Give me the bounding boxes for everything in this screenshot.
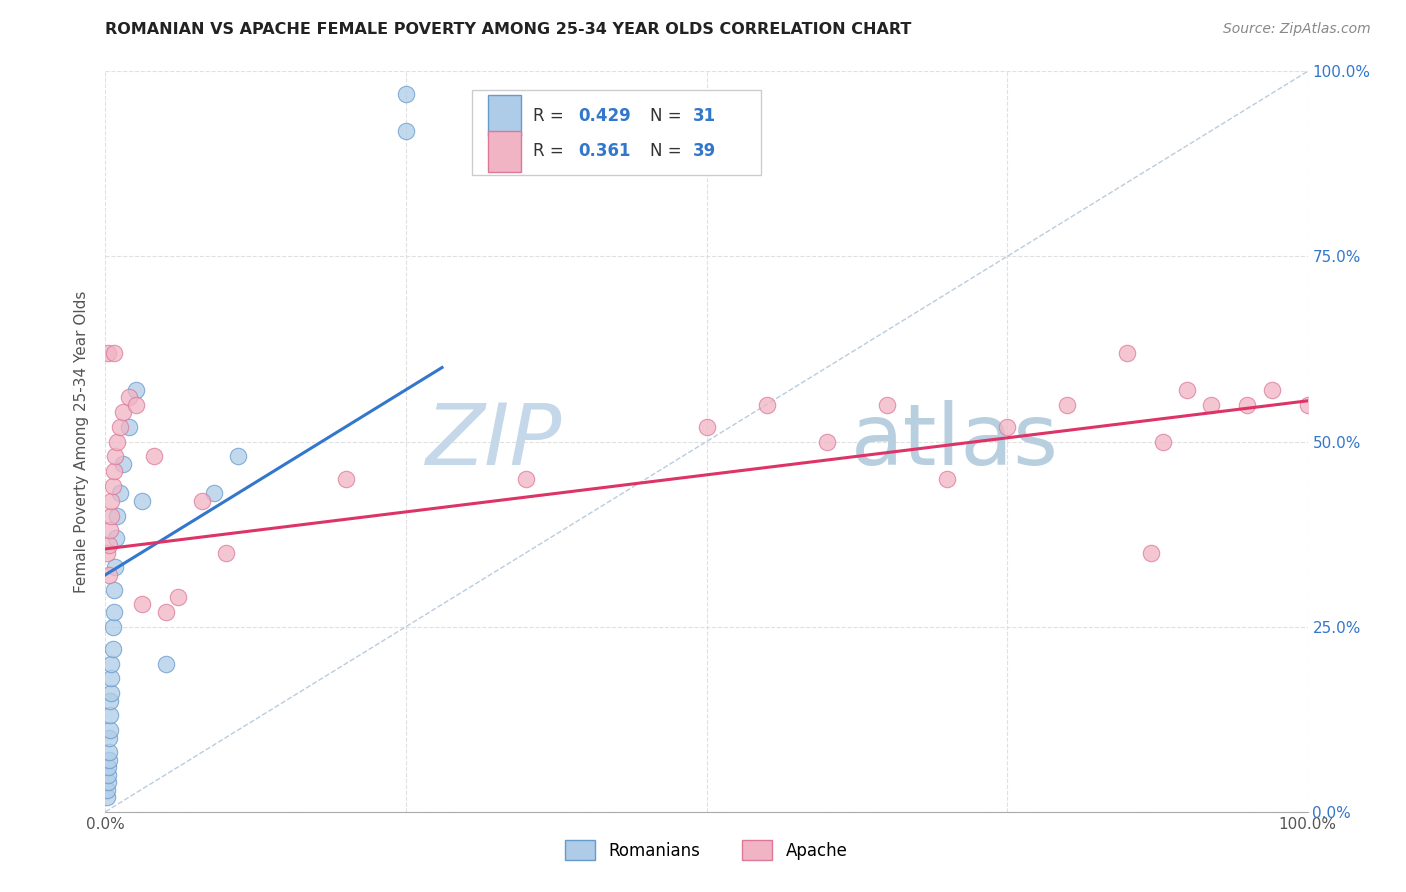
Text: ROMANIAN VS APACHE FEMALE POVERTY AMONG 25-34 YEAR OLDS CORRELATION CHART: ROMANIAN VS APACHE FEMALE POVERTY AMONG … <box>105 22 912 37</box>
Point <box>101 619 124 633</box>
Point <box>100 672 122 686</box>
Point <box>131 598 153 612</box>
Y-axis label: Female Poverty Among 25-34 Year Olds: Female Poverty Among 25-34 Year Olds <box>75 291 90 592</box>
Point <box>112 457 135 471</box>
Point <box>100 508 122 523</box>
Point <box>100 493 122 508</box>
Point <box>112 405 135 419</box>
Point <box>103 345 125 359</box>
Point <box>98 753 121 767</box>
Point <box>98 746 121 760</box>
Point <box>142 450 165 464</box>
Point <box>107 434 129 449</box>
Point <box>190 493 212 508</box>
Point <box>98 567 121 582</box>
Point <box>1296 397 1319 411</box>
Point <box>124 383 146 397</box>
Point <box>105 531 128 545</box>
Text: 39: 39 <box>693 143 717 161</box>
Point <box>1116 345 1139 359</box>
Point <box>1056 397 1078 411</box>
Point <box>118 390 141 404</box>
Point <box>108 419 131 434</box>
Point <box>104 560 127 574</box>
Text: 0.361: 0.361 <box>578 143 630 161</box>
Point <box>515 471 537 485</box>
Point <box>101 479 124 493</box>
Legend: Romanians, Apache: Romanians, Apache <box>558 834 855 866</box>
Point <box>202 486 225 500</box>
Point <box>96 789 118 804</box>
Point <box>1152 434 1174 449</box>
Point <box>214 546 236 560</box>
Point <box>166 590 188 604</box>
Point <box>96 546 118 560</box>
Point <box>755 397 778 411</box>
Point <box>124 397 146 411</box>
Text: R =: R = <box>533 143 569 161</box>
Text: ZIP: ZIP <box>426 400 562 483</box>
Point <box>97 775 120 789</box>
Point <box>98 723 121 738</box>
Point <box>103 605 125 619</box>
Point <box>395 123 418 137</box>
Point <box>696 419 718 434</box>
Point <box>335 471 357 485</box>
Point <box>1236 397 1258 411</box>
Point <box>103 582 125 597</box>
Point <box>108 486 131 500</box>
Point <box>395 87 418 101</box>
Point <box>98 731 121 745</box>
Point <box>995 419 1018 434</box>
Point <box>103 464 125 478</box>
FancyBboxPatch shape <box>488 131 522 171</box>
Point <box>98 708 121 723</box>
Point <box>101 641 124 656</box>
Point <box>226 450 249 464</box>
Point <box>107 508 129 523</box>
Point <box>98 524 121 538</box>
Point <box>155 657 177 671</box>
Point <box>97 760 120 774</box>
Point <box>936 471 959 485</box>
Text: atlas: atlas <box>851 400 1059 483</box>
Text: N =: N = <box>650 107 688 125</box>
Text: 31: 31 <box>693 107 717 125</box>
Point <box>131 493 153 508</box>
Point <box>876 397 898 411</box>
Point <box>97 767 120 781</box>
Point <box>100 686 122 700</box>
Point <box>96 782 118 797</box>
FancyBboxPatch shape <box>472 90 761 175</box>
Point <box>1260 383 1282 397</box>
Text: Source: ZipAtlas.com: Source: ZipAtlas.com <box>1223 22 1371 37</box>
Point <box>98 694 121 708</box>
Point <box>118 419 141 434</box>
Point <box>1140 546 1163 560</box>
Point <box>1175 383 1198 397</box>
Text: R =: R = <box>533 107 569 125</box>
Point <box>1201 397 1223 411</box>
Point <box>155 605 177 619</box>
FancyBboxPatch shape <box>488 95 522 136</box>
Point <box>98 538 121 552</box>
Point <box>104 450 127 464</box>
Point <box>97 345 120 359</box>
Point <box>100 657 122 671</box>
Point <box>815 434 838 449</box>
Text: N =: N = <box>650 143 688 161</box>
Text: 0.429: 0.429 <box>578 107 631 125</box>
